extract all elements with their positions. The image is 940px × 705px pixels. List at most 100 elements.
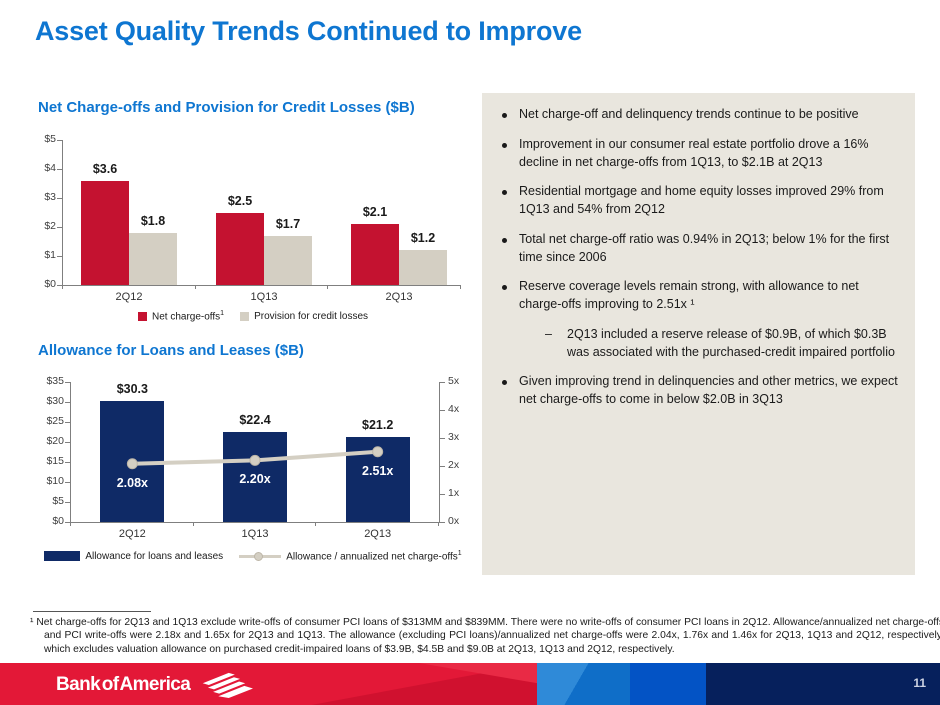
bullet-dot-icon <box>502 380 507 386</box>
bullet-text: Improvement in our consumer real estate … <box>519 136 903 172</box>
left-tick-mark <box>65 501 70 503</box>
bar-value-label: $3.6 <box>92 161 118 176</box>
right-axis-tick: 3x <box>448 431 460 443</box>
net-chargeoffs-chart: $0 $1 $2 $3 $4 $5 $3.6 $1.8 2Q12 $2.5 $1.7 1Q13 $2.1… <box>28 133 478 336</box>
right-axis-tick: 1x <box>448 487 460 499</box>
bar-1Q13 <box>223 432 287 522</box>
bullet-dot-icon <box>502 285 507 291</box>
bullet-item: Net charge-off and delinquency trends co… <box>502 106 903 124</box>
footer-brightblue-segment <box>630 663 706 705</box>
legend-item-ratio: Allowance / annualized net charge-offs1 <box>239 550 462 562</box>
legend-item-allowance: Allowance for loans and leases <box>44 551 223 562</box>
bullet-dot-icon <box>502 237 507 243</box>
footer-navy-segment: 11 <box>706 663 940 705</box>
ratio-value-label: 2.20x <box>239 472 271 487</box>
bullet-item: Given improving trend in delinquencies a… <box>502 373 903 409</box>
y-axis-tick: $1 <box>44 249 56 261</box>
y-tick-mark <box>57 139 62 141</box>
y-axis-tick: $5 <box>44 133 56 145</box>
line-swatch-icon <box>239 551 282 562</box>
chart1-title: Net Charge-offs and Provision for Credit… <box>38 99 415 116</box>
footnote-separator <box>33 611 151 612</box>
y-tick-mark <box>57 255 62 257</box>
bullet-text-line: Improvement in our consumer real estate … <box>519 136 869 169</box>
left-tick-mark <box>65 401 70 403</box>
bar-value-label: $30.3 <box>116 381 148 396</box>
left-axis-tick: $15 <box>46 455 64 467</box>
y-tick-mark <box>57 226 62 228</box>
bofa-flag-icon <box>202 672 254 698</box>
legend-label: Allowance for loans and leases <box>85 550 224 562</box>
bullet-dot-icon <box>502 142 507 148</box>
left-tick-mark <box>65 441 70 443</box>
bar-value-label: $2.5 <box>227 193 253 208</box>
red-swatch-icon <box>137 311 147 321</box>
left-tick-mark <box>65 381 70 383</box>
x-tick-mark <box>62 285 63 289</box>
y-axis-tick: $2 <box>44 220 56 232</box>
right-tick-mark <box>440 493 445 495</box>
x-tick-mark <box>438 522 439 526</box>
bullet-list: Net charge-off and delinquency trends co… <box>482 93 915 409</box>
ratio-value-label: 2.51x <box>362 463 394 478</box>
left-tick-mark <box>65 521 70 523</box>
bar-value-label: $2.1 <box>362 205 388 220</box>
bar-value-label: $21.2 <box>362 418 394 433</box>
page-title: Asset Quality Trends Continued to Improv… <box>35 16 582 46</box>
bank-of-america-logo: Bank of America <box>56 672 255 698</box>
bullet-text-line: Total net charge-off ratio was 0.94% in … <box>519 231 890 264</box>
left-tick-mark <box>65 461 70 463</box>
bullet-text: Net charge-off and delinquency trends co… <box>519 106 859 124</box>
x-axis-category: 2Q13 <box>364 528 392 540</box>
x-axis-category: 2Q12 <box>115 291 143 303</box>
right-tick-mark <box>440 465 445 467</box>
y-tick-mark <box>57 168 62 170</box>
bullet-dot-icon <box>502 190 507 196</box>
x-tick-mark <box>70 522 71 526</box>
x-tick-mark <box>315 522 317 526</box>
bar-2Q12 <box>129 232 177 285</box>
x-tick-mark <box>192 522 194 526</box>
x-axis-category: 1Q13 <box>241 528 269 540</box>
left-axis-tick: $20 <box>46 435 64 447</box>
y-axis-tick: $4 <box>44 162 56 174</box>
x-tick-mark <box>194 285 196 289</box>
y-axis-tick: $0 <box>44 278 56 290</box>
bullet-item: Residential mortgage and home equity los… <box>502 183 903 219</box>
x-tick-mark <box>327 285 329 289</box>
left-axis-tick: $25 <box>46 415 64 427</box>
legend-item-provision: Provision for credit losses <box>240 311 368 322</box>
left-axis-tick: $0 <box>52 515 64 527</box>
chart1-legend: Net charge-offs1 Provision for credit lo… <box>28 310 478 322</box>
y-tick-mark <box>57 284 62 286</box>
right-tick-mark <box>440 409 445 411</box>
left-axis-tick: $10 <box>46 475 64 487</box>
bar-value-label: $1.8 <box>140 213 166 228</box>
right-tick-mark <box>440 437 445 439</box>
bar-value-label: $1.2 <box>410 231 436 246</box>
footer-bar: 11 Bank of America <box>0 663 940 705</box>
left-axis-tick: $35 <box>46 375 64 387</box>
right-axis-tick: 4x <box>448 403 460 415</box>
legend-label: Provision for credit losses <box>254 310 369 322</box>
bullet-dot-icon <box>502 113 507 118</box>
tan-swatch-icon <box>240 311 250 321</box>
navy-swatch-icon <box>44 551 81 562</box>
x-axis-category: 2Q12 <box>118 528 146 540</box>
ratio-value-label: 2.08x <box>116 475 148 490</box>
sub-bullet-text: 2Q13 included a reserve release of $0.9B… <box>567 326 895 359</box>
bullet-text-line: Given improving trend in delinquencies a… <box>519 374 898 406</box>
footer-red-segment <box>0 663 537 705</box>
right-tick-mark <box>440 381 445 383</box>
legend-label: Allowance / annualized net charge-offs1 <box>286 550 462 563</box>
bar-1Q13 <box>216 212 264 285</box>
bullet-text-line: Net charge-off and delinquency trends co… <box>519 107 859 121</box>
bar-2Q13 <box>399 250 447 285</box>
right-axis-tick: 2x <box>448 459 460 471</box>
bullet-text: Total net charge-off ratio was 0.94% in … <box>519 231 903 267</box>
bullet-item: Reserve coverage levels remain strong, w… <box>502 278 903 361</box>
bar-2Q13 <box>351 224 399 285</box>
allowance-plot: $0 $5 $10 $15 $20 $25 $30 $35 0x 1x 2x 3x 4x 5x $30.3 2… <box>46 375 459 540</box>
chart2-title: Allowance for Loans and Leases ($B) <box>38 342 304 359</box>
